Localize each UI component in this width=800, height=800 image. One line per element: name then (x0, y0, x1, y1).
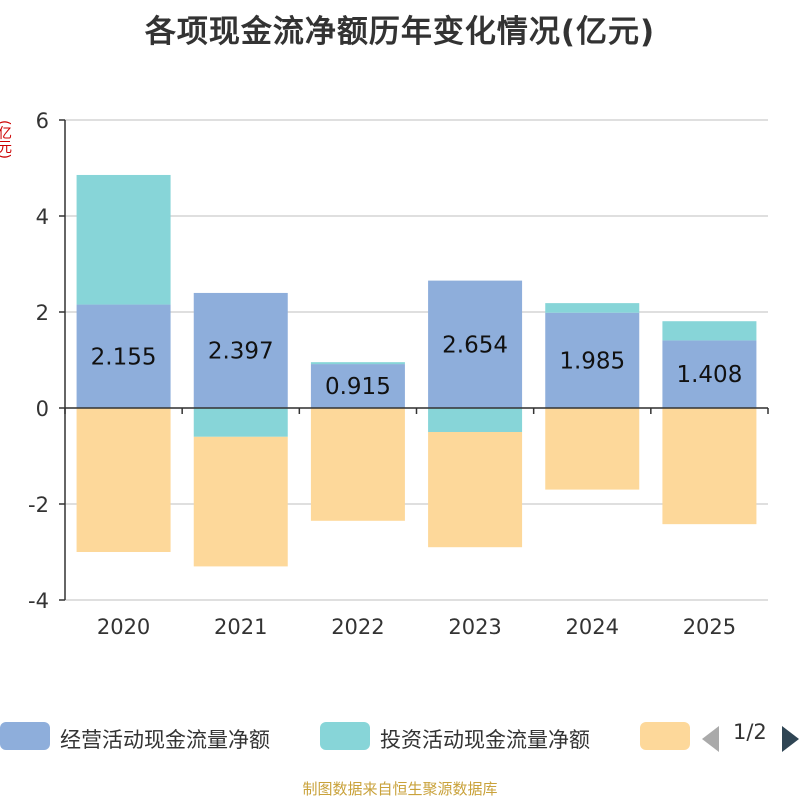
chart-plot: -4 -2 0 2 4 6 2.155 2020 2.397 2021 0.915 2022 2.654… (28, 109, 769, 639)
source-note: 制图数据来自恒生聚源数据库 (302, 780, 498, 798)
bar-2022-series-0 (310, 364, 405, 408)
bar-2022-series-1 (310, 362, 405, 365)
data-label-2020: 2.155 (91, 344, 157, 370)
y-axis-unit-label: (亿元) (0, 120, 12, 159)
bar-2023-series-2 (428, 432, 523, 548)
axes (59, 119, 769, 601)
bar-2021-series-1 (193, 408, 288, 437)
legend-swatch-investing (320, 722, 370, 750)
x-tick-label-2025: 2025 (683, 615, 736, 639)
data-label-2021: 2.397 (208, 338, 274, 364)
bar-2021-series-0 (193, 292, 288, 408)
bar-2024-series-1 (545, 303, 640, 313)
bar-2020-series-2 (76, 408, 171, 552)
bar-2020-series-0 (76, 304, 171, 408)
bars (76, 174, 757, 567)
legend-next-page-icon[interactable] (782, 726, 799, 752)
x-tick-label-2022: 2022 (331, 615, 384, 639)
legend-label-investing: 投资活动现金流量净额 (380, 728, 590, 752)
y-tick-label-2: 2 (36, 301, 49, 325)
bar-2025-series-1 (662, 321, 757, 341)
y-tick-label-0: 0 (36, 397, 49, 421)
data-label-2023: 2.654 (442, 332, 508, 358)
bar-2024-series-2 (545, 408, 640, 490)
x-tick-label-2024: 2024 (566, 615, 619, 639)
legend: 经营活动现金流量净额 投资活动现金流量净额 1/2 (0, 712, 800, 758)
x-tick-label-2021: 2021 (214, 615, 267, 639)
legend-page-indicator: 1/2 (733, 720, 767, 744)
bar-2023-series-0 (428, 280, 523, 408)
x-tick-label-2023: 2023 (448, 615, 501, 639)
chart-title: 各项现金流净额历年变化情况(亿元) (144, 14, 656, 50)
y-tick-label-6: 6 (36, 109, 49, 133)
labels: -4 -2 0 2 4 6 2.155 2020 2.397 2021 0.915 2022 2.654… (28, 109, 742, 639)
bar-2025-series-2 (662, 408, 757, 525)
legend-swatch-financing (640, 722, 690, 750)
data-label-2022: 0.915 (325, 374, 391, 400)
data-label-2024: 1.985 (559, 348, 625, 374)
bar-2022-series-2 (310, 408, 405, 521)
bar-2020-series-1 (76, 174, 171, 305)
bar-2025-series-0 (662, 340, 757, 408)
y-tick-label--4: -4 (28, 589, 49, 613)
y-tick-label--2: -2 (28, 493, 49, 517)
bar-2023-series-1 (428, 408, 523, 432)
x-tick-label-2020: 2020 (97, 615, 150, 639)
data-label-2025: 1.408 (676, 362, 742, 388)
bar-2024-series-0 (545, 312, 640, 408)
legend-prev-page-icon[interactable] (702, 726, 719, 752)
y-tick-label-4: 4 (36, 205, 49, 229)
legend-swatch-operating (0, 722, 50, 750)
bar-2021-series-2 (193, 436, 288, 567)
legend-label-operating: 经营活动现金流量净额 (60, 728, 270, 752)
grid-lines (65, 119, 768, 601)
